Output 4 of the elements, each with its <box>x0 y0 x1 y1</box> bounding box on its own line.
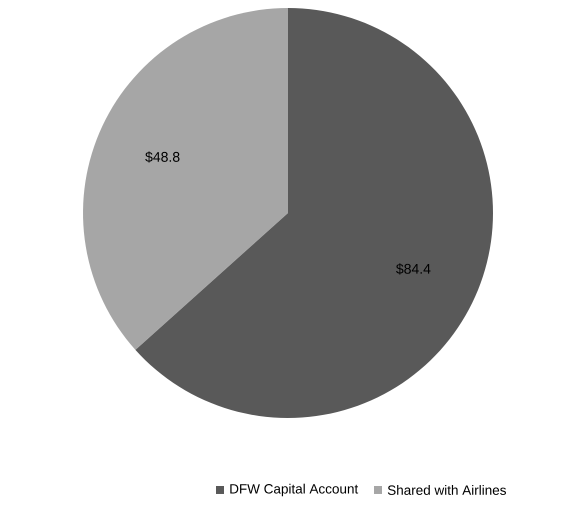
legend-label: Shared with Airlines <box>388 485 506 495</box>
legend-label: DFW Capital Account <box>230 484 358 496</box>
data-label: $48.8 <box>145 151 180 163</box>
data-label: $84.4 <box>396 263 431 275</box>
